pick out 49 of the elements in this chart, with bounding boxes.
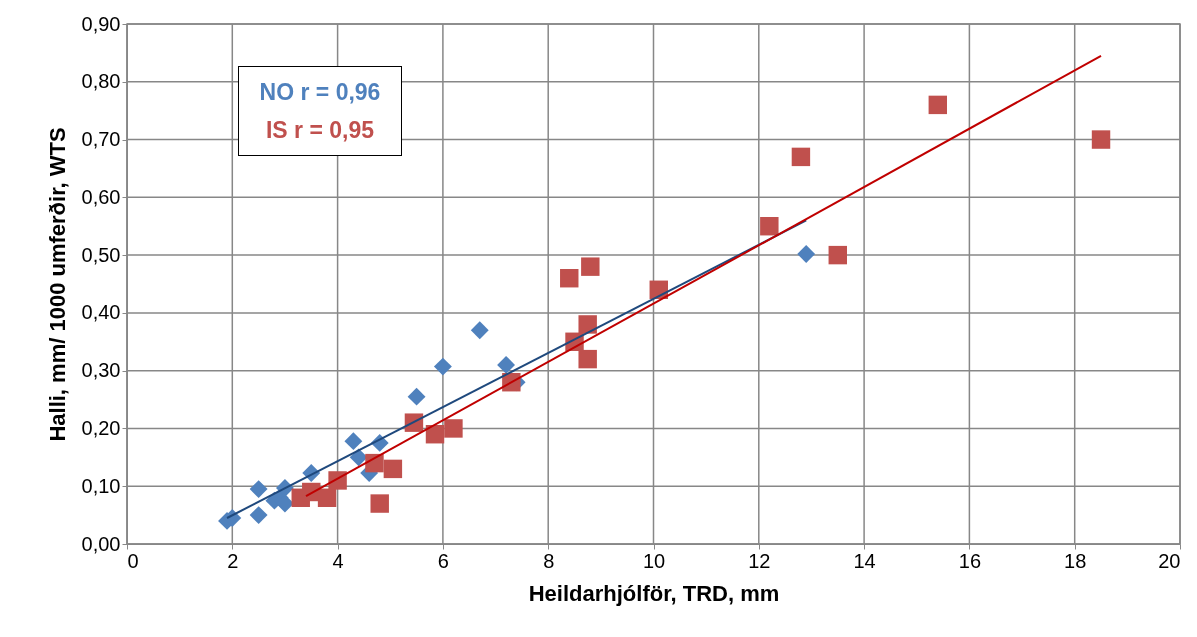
point [581, 257, 600, 276]
point [470, 321, 489, 340]
point [407, 387, 426, 406]
y-tick-label: 0,90 [81, 12, 121, 35]
point [578, 349, 597, 369]
x-tick-label: 8 [543, 549, 555, 572]
point [760, 217, 779, 236]
point [433, 357, 452, 376]
y-tick-label: 0,20 [81, 416, 121, 439]
point [317, 488, 337, 507]
point [928, 95, 948, 115]
y-tick-label: 0,30 [81, 359, 121, 382]
x-tick-label: 20 [1158, 549, 1181, 572]
point [497, 355, 516, 374]
x-tick-label: 12 [748, 549, 771, 572]
point [797, 245, 816, 263]
point [383, 459, 403, 479]
point [425, 425, 445, 444]
point [276, 494, 294, 513]
x-tick-label: 0 [127, 549, 139, 572]
annotation: NO r = 0,96 [258, 78, 382, 107]
y-tick-label: 0,60 [81, 185, 121, 208]
point [578, 315, 597, 334]
x-tick-label: 14 [853, 549, 876, 572]
point [370, 494, 389, 513]
x-tick-label: 6 [437, 549, 449, 572]
x-tick-label: 2 [227, 549, 239, 572]
point [560, 269, 579, 288]
point [444, 419, 463, 438]
y-tick-label: 0,00 [81, 532, 121, 555]
y-tick-label: 0,10 [81, 474, 121, 497]
point [249, 480, 268, 499]
point [828, 245, 847, 265]
y-tick-label: 0,80 [81, 70, 121, 93]
x-tick-label: 18 [1064, 549, 1087, 572]
annotation: IS r = 0,95 [264, 116, 376, 145]
point [791, 147, 811, 167]
x-tick-label: 16 [958, 549, 982, 572]
x-axis-title: Heildarhjólför, TRD, mm [528, 580, 780, 606]
x-tick-label: 4 [332, 549, 344, 572]
y-tick-label: 0,50 [81, 243, 121, 266]
x-tick-label: 10 [642, 549, 666, 572]
point [249, 506, 268, 525]
point [1091, 130, 1111, 149]
y-axis-title: Halli, mm/ 1000 umferðir, WTS [44, 127, 70, 442]
point [344, 432, 363, 451]
text-box: NO r = 0,96 IS r = 0,95 [238, 66, 402, 156]
y-tick-label: 0,70 [81, 128, 121, 151]
y-tick-label: 0,40 [81, 301, 121, 324]
